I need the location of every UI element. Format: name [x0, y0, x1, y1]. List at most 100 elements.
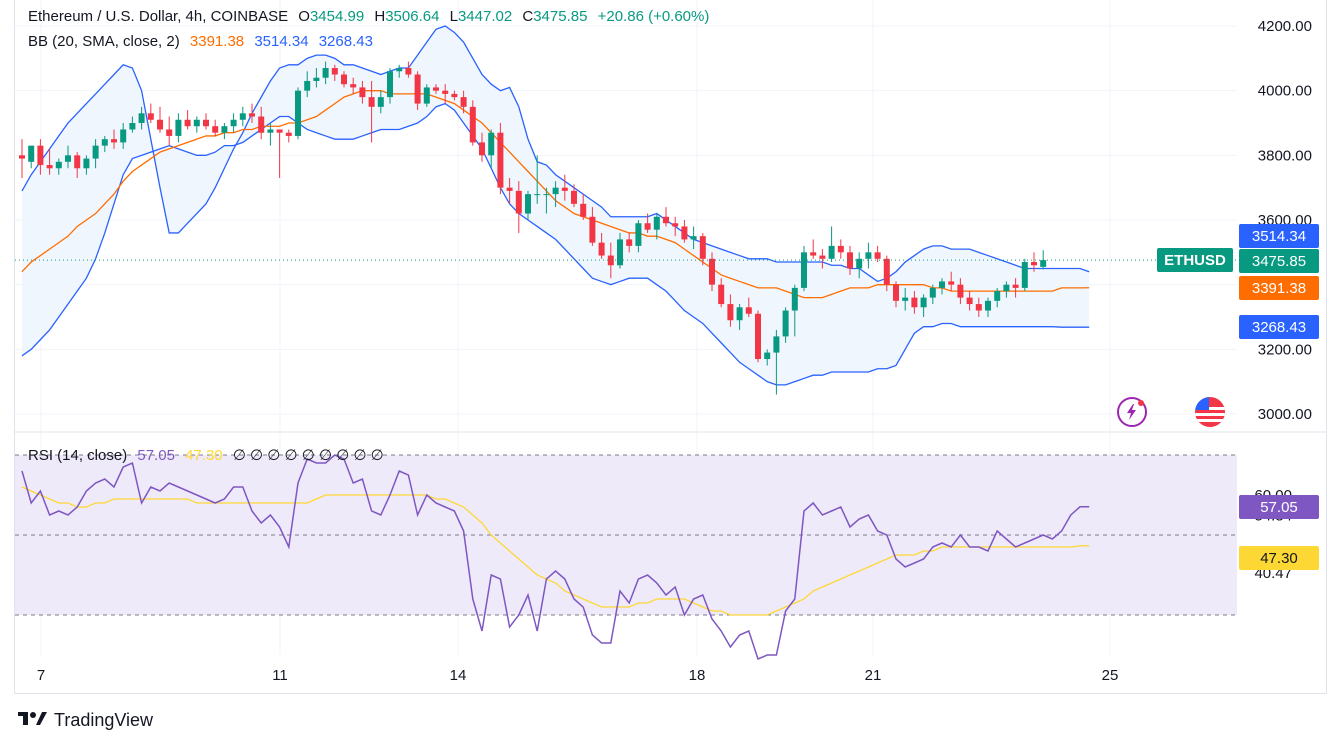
- candle: [929, 284, 936, 305]
- candle: [847, 245, 853, 275]
- bb-legend[interactable]: BB (20, SMA, close, 2) 3391.38 3514.34 3…: [28, 33, 379, 51]
- bb-upper-line: [21, 25, 1090, 283]
- candle: [902, 287, 909, 311]
- candle: [166, 116, 173, 146]
- candle: [28, 145, 35, 169]
- candle: [727, 294, 734, 327]
- candle: [994, 287, 1001, 308]
- tradingview-logo-icon: [18, 710, 48, 731]
- candle: [791, 284, 798, 337]
- candle: [322, 61, 329, 85]
- candle: [285, 129, 292, 143]
- candle: [193, 116, 200, 133]
- candle: [111, 129, 117, 149]
- us-flag-icon[interactable]: [1195, 397, 1225, 427]
- candle: [258, 106, 265, 140]
- brand-name: TradingView: [54, 710, 154, 730]
- candle: [617, 232, 623, 269]
- candle: [525, 190, 531, 220]
- candle: [607, 242, 614, 279]
- price-tick-label: 4200.00: [1258, 18, 1312, 35]
- bb-lower-line: [21, 102, 1090, 386]
- candle: [313, 68, 320, 88]
- candle: [681, 220, 688, 243]
- tradingview-branding[interactable]: TradingView: [18, 710, 153, 731]
- candle: [19, 139, 25, 178]
- candle: [911, 291, 918, 314]
- bb-lower-tag: 3268.43: [1239, 315, 1319, 339]
- candle: [414, 71, 421, 111]
- candle: [561, 174, 568, 201]
- candle: [74, 152, 81, 178]
- time-tick-label: 11: [272, 667, 288, 684]
- candle: [819, 249, 826, 269]
- candle: [865, 242, 872, 269]
- time-tick-label: 18: [689, 667, 706, 684]
- candle: [396, 64, 403, 78]
- candle: [221, 123, 228, 140]
- candle: [469, 100, 476, 146]
- candle: [635, 220, 642, 253]
- candle: [331, 64, 338, 81]
- time-tick-label: 21: [865, 667, 882, 684]
- candle: [975, 297, 982, 317]
- candle: [699, 232, 706, 266]
- candle: [506, 177, 513, 204]
- bb-upper-tag: 3514.34: [1239, 224, 1319, 248]
- candle: [893, 281, 899, 308]
- candle: [1003, 281, 1010, 298]
- bb-basis-value: 3391.38: [189, 33, 245, 50]
- candle: [690, 226, 697, 250]
- rsi-ma-tag: 47.30: [1239, 546, 1319, 570]
- symbol-legend: Ethereum / U.S. Dollar, 4h, COINBASE O34…: [28, 8, 715, 26]
- candle: [1021, 258, 1028, 292]
- candle: [755, 310, 761, 363]
- candle: [120, 123, 127, 149]
- candle: [773, 329, 780, 395]
- price-tick-label: 3000.00: [1258, 406, 1312, 423]
- candle: [101, 135, 108, 153]
- bb-upper-value: 3514.34: [254, 33, 309, 50]
- candle: [801, 245, 807, 292]
- candle: [828, 226, 835, 263]
- candle: [920, 294, 927, 317]
- candle: [423, 84, 430, 107]
- rsi-value: 57.05: [137, 447, 175, 464]
- candle: [387, 68, 393, 104]
- candle: [157, 106, 163, 133]
- candle: [580, 194, 587, 220]
- candle: [672, 216, 679, 237]
- rsi-legend[interactable]: RSI (14, close) 57.05 47.30 ∅ ∅ ∅ ∅ ∅ ∅ …: [28, 447, 390, 465]
- candle: [138, 106, 145, 130]
- candle: [46, 148, 53, 175]
- rsi-tag: 57.05: [1239, 495, 1319, 519]
- candle: [359, 80, 366, 104]
- candle: [203, 113, 209, 130]
- lightning-icon[interactable]: [1117, 397, 1147, 427]
- high-value: H3506.64: [374, 8, 440, 25]
- candle: [534, 155, 541, 204]
- rsi-line: [21, 454, 1090, 661]
- candle: [543, 187, 550, 214]
- candle: [55, 158, 62, 175]
- candle: [276, 129, 283, 178]
- price-tick-label: 3200.00: [1258, 341, 1312, 358]
- candle: [1031, 252, 1037, 272]
- candle: [883, 255, 890, 292]
- candles: [15, 61, 1237, 395]
- candle: [745, 297, 752, 317]
- candle: [451, 90, 458, 101]
- candle: [147, 103, 154, 123]
- bb-lower-value: 3268.43: [318, 33, 373, 50]
- candle: [764, 349, 771, 366]
- candle: [736, 304, 743, 330]
- candle: [377, 90, 384, 114]
- candle: [295, 87, 301, 140]
- candle: [230, 113, 237, 133]
- candle: [350, 77, 357, 94]
- candle: [368, 80, 375, 143]
- time-tick-label: 7: [37, 667, 45, 684]
- candle: [810, 239, 817, 259]
- candle: [718, 278, 725, 308]
